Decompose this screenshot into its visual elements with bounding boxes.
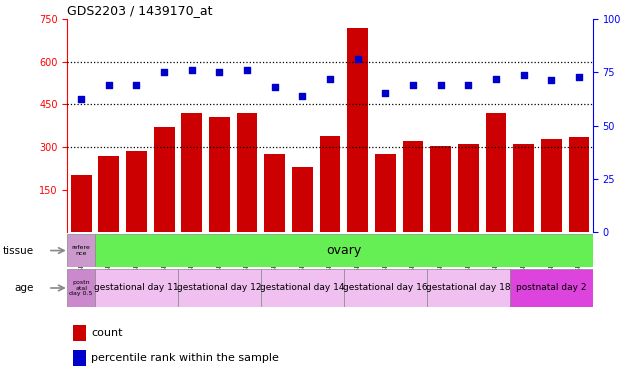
Bar [458, 144, 479, 232]
Text: postnatal day 2: postnatal day 2 [516, 283, 587, 293]
Bar [237, 113, 258, 232]
Point [463, 81, 474, 88]
Bar [513, 144, 534, 232]
Bar [99, 156, 119, 232]
Bar [427, 269, 510, 307]
Point [159, 69, 169, 75]
Bar [344, 269, 427, 307]
Point [436, 81, 446, 88]
Point [76, 96, 87, 102]
Bar [178, 269, 261, 307]
Bar [541, 139, 562, 232]
Text: tissue: tissue [3, 245, 34, 256]
Bar [72, 350, 86, 366]
Bar [261, 269, 344, 307]
Text: percentile rank within the sample: percentile rank within the sample [91, 353, 279, 363]
Bar [71, 175, 92, 232]
Bar [569, 137, 590, 232]
Bar [154, 127, 174, 232]
Point [353, 56, 363, 62]
Point [270, 84, 280, 91]
Point [408, 81, 418, 88]
Bar [375, 154, 396, 232]
Bar [265, 154, 285, 232]
Text: gestational day 16: gestational day 16 [343, 283, 428, 293]
Point [297, 93, 308, 99]
Bar [72, 325, 86, 341]
Text: gestational day 14: gestational day 14 [260, 283, 345, 293]
Bar [209, 117, 230, 232]
Point [131, 81, 142, 88]
Point [491, 76, 501, 82]
Text: postn
atal
day 0.5: postn atal day 0.5 [69, 280, 93, 296]
Text: GDS2203 / 1439170_at: GDS2203 / 1439170_at [67, 3, 213, 17]
Point [325, 76, 335, 82]
Bar [67, 234, 95, 267]
Bar [347, 28, 368, 232]
Text: gestational day 12: gestational day 12 [177, 283, 262, 293]
Bar [486, 113, 506, 232]
Bar [95, 269, 178, 307]
Text: gestational day 18: gestational day 18 [426, 283, 511, 293]
Point [574, 74, 584, 81]
Point [214, 69, 224, 75]
Point [187, 67, 197, 73]
Bar [181, 113, 202, 232]
Point [546, 77, 556, 83]
Point [519, 71, 529, 78]
Text: gestational day 11: gestational day 11 [94, 283, 179, 293]
Bar [430, 146, 451, 232]
Point [242, 67, 253, 73]
Point [380, 90, 390, 96]
Bar [403, 141, 424, 232]
Text: ovary: ovary [326, 244, 362, 257]
Text: count: count [91, 328, 122, 338]
Bar [126, 151, 147, 232]
Bar [67, 269, 95, 307]
Bar [510, 269, 593, 307]
Text: age: age [15, 283, 34, 293]
Text: refere
nce: refere nce [72, 245, 90, 256]
Point [104, 81, 114, 88]
Bar [320, 136, 340, 232]
Bar [292, 167, 313, 232]
